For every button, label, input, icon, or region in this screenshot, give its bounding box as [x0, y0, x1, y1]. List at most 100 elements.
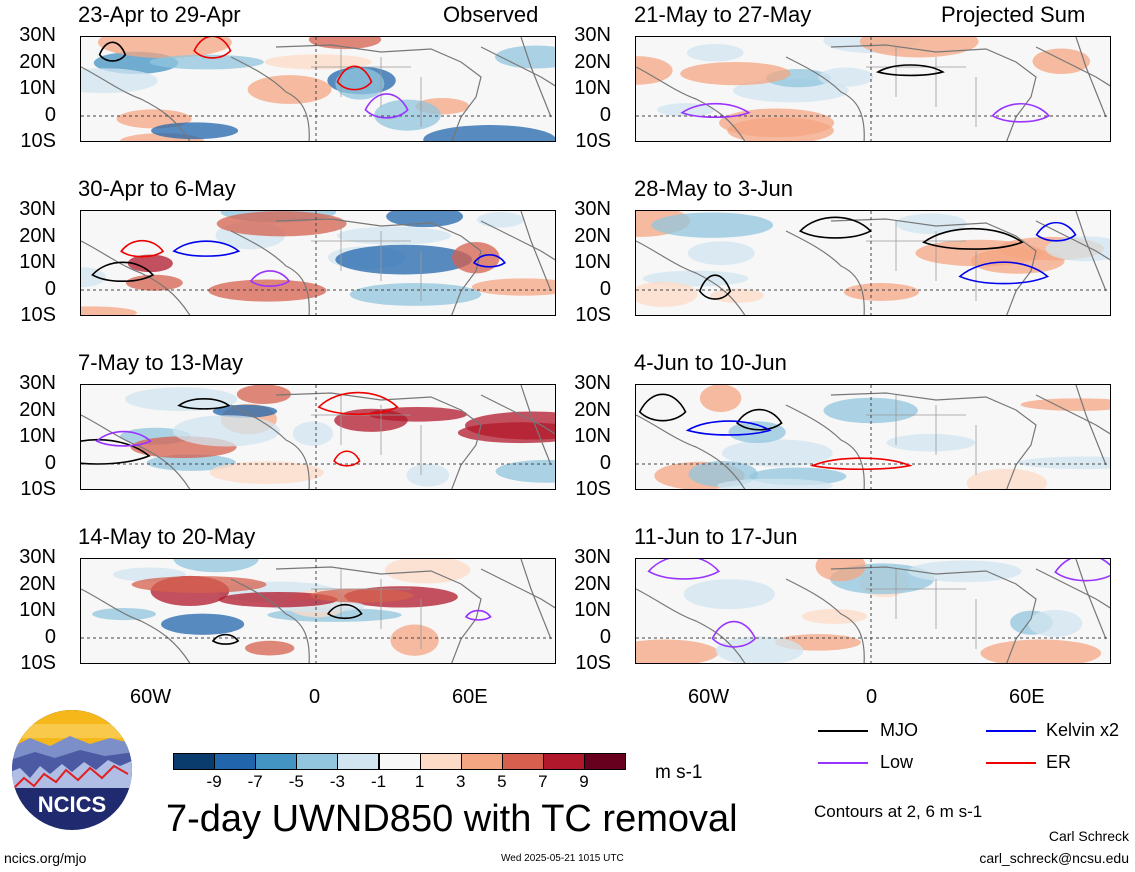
- country-border: [311, 569, 422, 649]
- low-legend-line: [818, 762, 868, 764]
- coastline: [830, 218, 1037, 315]
- wind-anomaly-shading: [687, 241, 755, 266]
- panel-title: 30-Apr to 6-May: [78, 176, 236, 201]
- map-canvas: [81, 37, 555, 141]
- anomaly-map: [80, 384, 556, 490]
- lat-label: 30N: [574, 24, 611, 46]
- anomaly-map: [80, 210, 556, 316]
- lat-label: 30N: [19, 372, 56, 394]
- wind-anomaly-shading: [699, 385, 742, 413]
- lat-label: 10S: [20, 304, 56, 326]
- wind-anomaly-shading: [292, 421, 334, 446]
- panel-title: 23-Apr to 29-Apr: [78, 2, 241, 27]
- lat-label: 0: [599, 625, 611, 648]
- wind-anomaly-shading: [151, 122, 239, 140]
- wind-anomaly-shading: [423, 125, 555, 141]
- mjo-contour: [875, 64, 945, 77]
- lat-label: 0: [599, 277, 611, 300]
- mjo-contour: [81, 439, 151, 465]
- mjo-contour: [736, 408, 783, 431]
- lat-label: 10N: [574, 251, 611, 273]
- lat-label: 20N: [19, 224, 56, 247]
- lat-label: 20N: [19, 572, 56, 595]
- lat-label: 20N: [574, 224, 611, 247]
- low-contour: [680, 103, 751, 118]
- wind-anomaly-shading: [125, 387, 238, 412]
- footer-url[interactable]: ncics.org/mjo: [4, 850, 87, 866]
- colorbar-swatch: [173, 753, 216, 770]
- country-border: [311, 221, 422, 301]
- country-border: [866, 395, 977, 475]
- coastline: [480, 220, 555, 261]
- wind-anomaly-shading: [264, 54, 372, 70]
- wind-anomaly-shading: [710, 288, 764, 303]
- map-canvas: [81, 385, 555, 489]
- er-contour: [120, 239, 165, 258]
- colorbar-tick-label: 1: [414, 772, 425, 791]
- colorbar-tick-label: -1: [370, 772, 387, 791]
- low-contour: [249, 270, 291, 287]
- wind-anomaly-shading: [81, 267, 106, 288]
- lat-label: 20N: [19, 50, 56, 73]
- colorbar-units: m s-1: [655, 762, 703, 783]
- wind-anomaly-shading: [636, 56, 673, 85]
- coastline: [480, 46, 555, 87]
- mjo-contour: [98, 41, 127, 62]
- lat-label: 20N: [574, 572, 611, 595]
- wind-anomaly-shading: [236, 385, 291, 405]
- panel-title: 11-Jun to 17-Jun: [634, 524, 798, 549]
- lat-label: 30N: [574, 546, 611, 568]
- wind-anomaly-shading: [81, 306, 137, 315]
- footer-email[interactable]: carl_schreck@ncsu.edu: [979, 850, 1129, 866]
- wind-anomaly-shading: [471, 278, 555, 296]
- wind-anomaly-shading: [452, 241, 500, 274]
- wind-anomaly-shading: [209, 461, 324, 484]
- colorbar-tick-label: -9: [206, 772, 222, 791]
- colorbar-tick-label: -5: [288, 772, 304, 791]
- lat-label: 10N: [574, 425, 611, 447]
- lat-label: 10S: [575, 304, 611, 326]
- colorbar-tick-label: 7: [538, 772, 548, 791]
- anomaly-map: [80, 36, 556, 142]
- country-border: [866, 569, 977, 649]
- footer-timestamp: Wed 2025-05-21 1015 UTC: [501, 853, 624, 864]
- lat-label: 30N: [19, 546, 56, 568]
- map-canvas: [636, 37, 1110, 141]
- wind-anomaly-shading: [818, 67, 874, 87]
- coastline: [785, 230, 865, 315]
- wind-anomaly-shading: [970, 248, 1065, 274]
- lon-label: 60E: [452, 686, 488, 708]
- ncics-logo: NCICS: [10, 708, 134, 832]
- mjo-contour: [211, 633, 240, 645]
- lat-label: 10N: [19, 425, 56, 447]
- coastline: [1075, 37, 1107, 118]
- lat-label: 30N: [574, 372, 611, 394]
- lat-label: 10S: [20, 130, 56, 152]
- main-title: 7-day UWND850 with TC removal: [166, 798, 738, 840]
- mjo-contour: [922, 227, 1024, 250]
- projected-label: Projected Sum: [941, 2, 1086, 27]
- wind-anomaly-shading: [801, 608, 867, 624]
- coastline: [520, 211, 552, 292]
- coastline: [636, 414, 746, 489]
- colorbar-tick-label: 5: [497, 772, 507, 791]
- lat-label: 0: [44, 277, 56, 300]
- coastline: [230, 230, 310, 315]
- observed-label: Observed: [443, 2, 539, 27]
- colorbar-tick-label: 3: [455, 772, 466, 791]
- colorbar-tick-label: -3: [329, 772, 345, 791]
- map-canvas: [636, 211, 1110, 315]
- wind-anomaly-shading: [1028, 609, 1083, 637]
- wind-anomaly-shading: [980, 639, 1102, 663]
- coastline: [785, 404, 865, 489]
- lat-label: 0: [44, 451, 56, 474]
- kelvin-contour: [472, 254, 506, 268]
- colorbar-tick-label: -7: [247, 772, 263, 791]
- coastline: [81, 240, 191, 315]
- wind-anomaly-shading: [1018, 456, 1110, 470]
- coastline: [275, 392, 482, 489]
- wind-anomaly-shading: [172, 415, 280, 447]
- coastline: [81, 414, 191, 489]
- wind-anomaly-shading: [374, 99, 441, 131]
- wind-anomaly-shading: [683, 579, 775, 610]
